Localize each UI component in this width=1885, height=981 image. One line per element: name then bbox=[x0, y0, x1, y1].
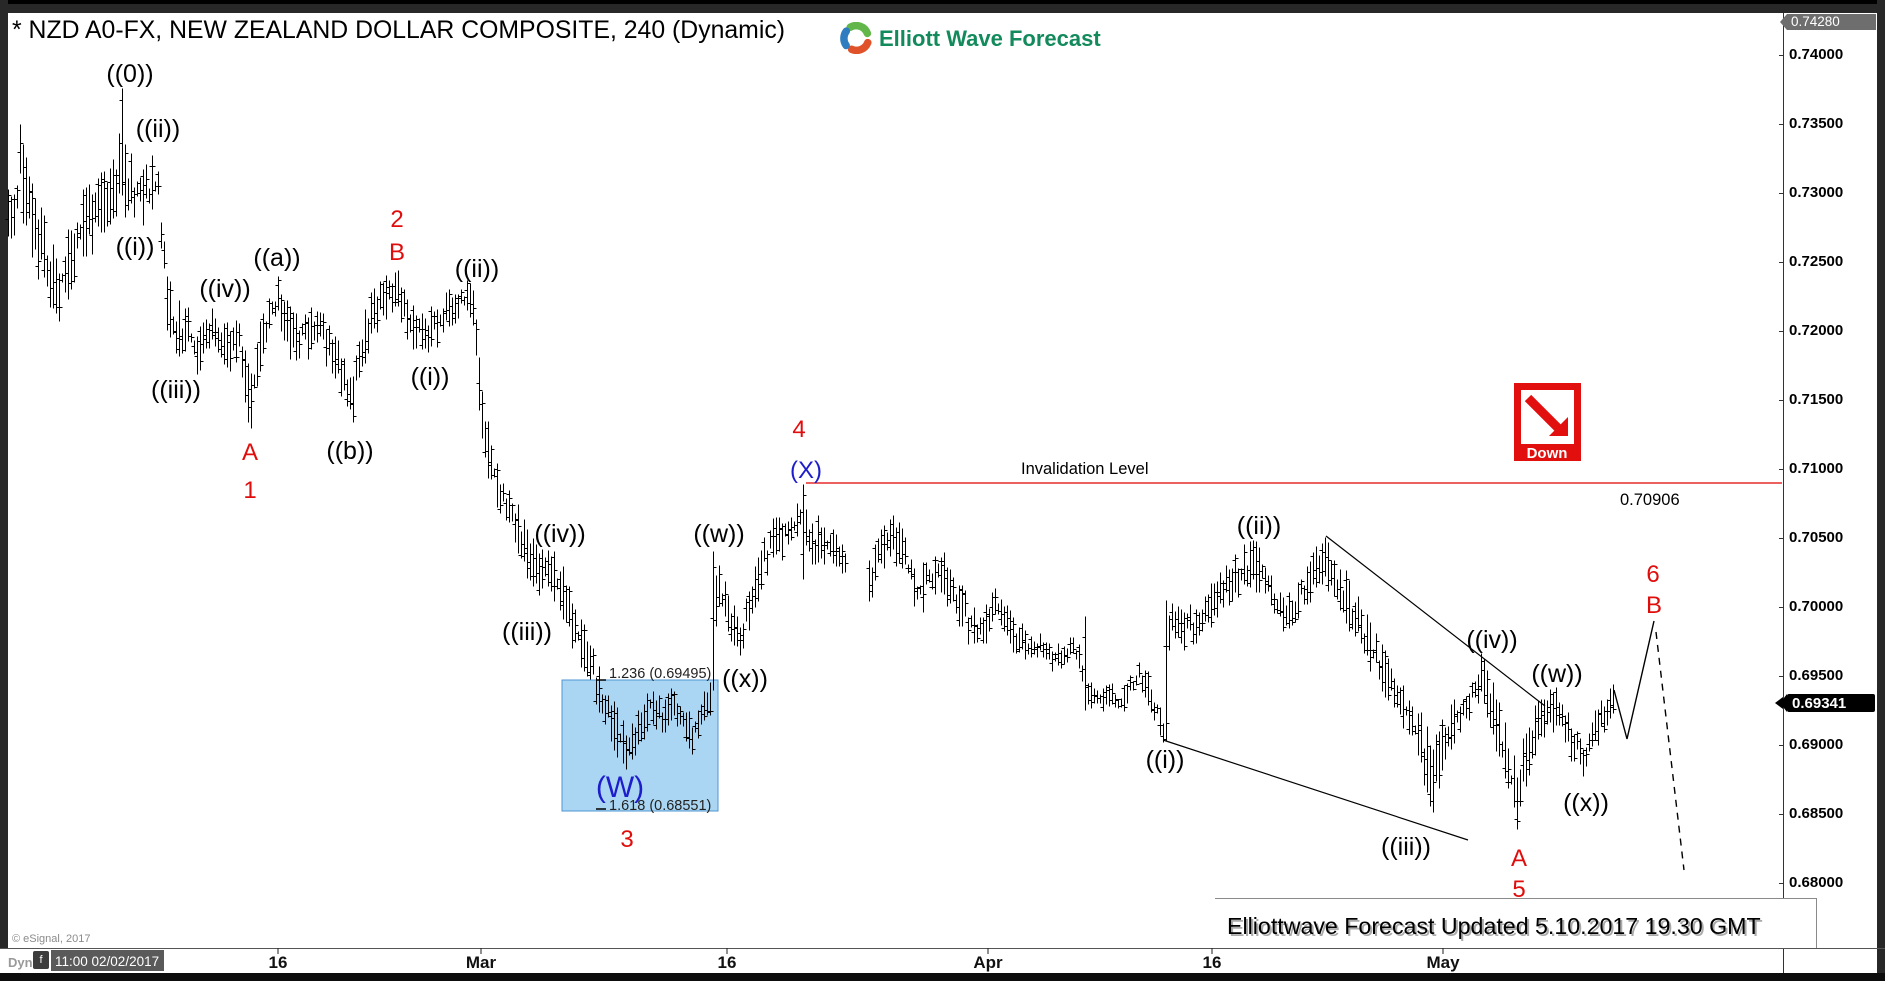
svg-text:((i)): ((i)) bbox=[1146, 746, 1185, 774]
svg-text:Down: Down bbox=[1527, 445, 1568, 462]
svg-text:B: B bbox=[1646, 592, 1662, 619]
svg-text:A: A bbox=[1511, 845, 1527, 872]
svg-text:((iv)): ((iv)) bbox=[199, 275, 250, 303]
svg-text:(W): (W) bbox=[596, 771, 644, 804]
svg-text:((a)): ((a)) bbox=[253, 244, 300, 272]
svg-text:B: B bbox=[389, 239, 405, 266]
svg-text:4: 4 bbox=[792, 416, 805, 443]
svg-text:((i)): ((i)) bbox=[116, 233, 155, 261]
svg-text:((iii)): ((iii)) bbox=[151, 376, 201, 404]
svg-text:1: 1 bbox=[243, 477, 256, 504]
svg-text:((x)): ((x)) bbox=[722, 665, 768, 693]
svg-text:1.236 (0.69495): 1.236 (0.69495) bbox=[609, 666, 711, 682]
svg-text:((ii)): ((ii)) bbox=[1237, 512, 1281, 540]
svg-text:((iv)): ((iv)) bbox=[1466, 626, 1517, 654]
svg-text:((w)): ((w)) bbox=[693, 520, 744, 548]
svg-text:((0)): ((0)) bbox=[106, 60, 153, 88]
svg-text:((i)): ((i)) bbox=[411, 363, 450, 391]
svg-text:((ii)): ((ii)) bbox=[455, 255, 499, 283]
svg-text:6: 6 bbox=[1646, 561, 1659, 588]
svg-text:((w)): ((w)) bbox=[1531, 660, 1582, 688]
svg-text:2: 2 bbox=[390, 206, 403, 233]
svg-text:((x)): ((x)) bbox=[1563, 789, 1609, 817]
svg-text:3: 3 bbox=[620, 826, 633, 853]
svg-text:A: A bbox=[242, 439, 258, 466]
svg-text:((iii)): ((iii)) bbox=[1381, 833, 1431, 861]
svg-text:Invalidation Level: Invalidation Level bbox=[1021, 460, 1149, 478]
svg-text:((iii)): ((iii)) bbox=[502, 618, 552, 646]
svg-text:((iv)): ((iv)) bbox=[534, 520, 585, 548]
svg-text:((b)): ((b)) bbox=[326, 437, 373, 465]
svg-text:5: 5 bbox=[1512, 876, 1525, 903]
svg-text:((ii)): ((ii)) bbox=[136, 115, 180, 143]
svg-text:0.70906: 0.70906 bbox=[1620, 491, 1680, 509]
svg-text:1.618 (0.68551): 1.618 (0.68551) bbox=[609, 798, 711, 814]
svg-text:(X): (X) bbox=[790, 457, 822, 484]
